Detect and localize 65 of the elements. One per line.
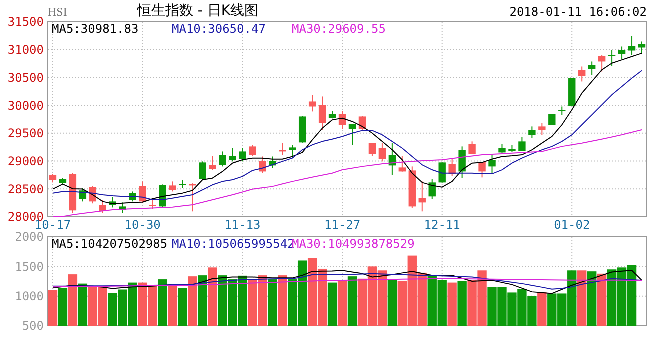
text: MA5:30981.83 [52, 22, 139, 36]
candlestick [418, 181, 426, 212]
x-tick-label: 11-13 [224, 218, 261, 232]
y-tick-label: 30500 [8, 70, 44, 85]
candlestick [518, 136, 526, 152]
y-tick-label: 31500 [8, 15, 44, 30]
candlestick [598, 54, 606, 72]
text: 2018-01-11 16:06:02 [510, 5, 647, 19]
y-tick-label: 1000 [15, 290, 44, 304]
chart-title: 恒生指数 - 日K线图 [136, 3, 259, 19]
y-tick-label: 29500 [8, 126, 44, 141]
x-tick-label: 12-11 [424, 218, 460, 232]
candlestick [358, 116, 366, 131]
candlestick [468, 141, 476, 155]
candlestick [199, 161, 206, 180]
candlestick [638, 41, 646, 54]
candlestick [588, 61, 596, 76]
candlestick [179, 180, 186, 189]
y-tick-label: 2000 [15, 230, 44, 244]
text: MA30:29609.55 [292, 22, 386, 36]
candlestick [149, 200, 156, 210]
candlestick [528, 126, 536, 139]
text: MA10:30650.47 [172, 22, 266, 36]
candlestick [538, 122, 546, 136]
candlestick [348, 124, 356, 146]
candlestick [99, 200, 106, 214]
candlestick [478, 162, 486, 178]
candlestick [488, 154, 496, 174]
candlestick [628, 36, 636, 56]
candlestick [368, 142, 376, 157]
candlestick [458, 146, 466, 179]
candlestick [289, 144, 296, 159]
candlestick [219, 151, 226, 168]
text: HSI [48, 5, 68, 19]
candlestick [378, 142, 386, 162]
line-series [52, 130, 643, 218]
candlestick [448, 158, 456, 176]
candlestick [398, 156, 406, 172]
candlestick [308, 94, 316, 112]
candlestick [438, 162, 446, 184]
candlestick [209, 156, 216, 171]
y-tick-label: 29000 [8, 154, 44, 168]
text: MA10:105065995542 [172, 237, 295, 251]
y-tick-label: 28500 [8, 182, 44, 196]
candlestick [229, 148, 236, 162]
candlestick [618, 46, 626, 60]
line-series [52, 270, 643, 294]
line-series [52, 278, 643, 288]
candlestick [608, 50, 616, 67]
x-tick-label: 11-27 [324, 218, 361, 232]
text: MA5:104207502985 [52, 237, 168, 251]
candlestick [169, 181, 176, 192]
candlestick [578, 66, 586, 82]
x-tick-label: 01-02 [554, 218, 590, 232]
candlestick [428, 178, 436, 200]
y-tick-label: 30000 [8, 98, 44, 113]
candlestick [139, 181, 146, 204]
candlestick [318, 96, 326, 131]
y-tick-label: 1500 [15, 260, 44, 274]
x-tick-label: 10-30 [124, 218, 161, 232]
text: MA30:104993878529 [292, 237, 415, 251]
candlestick [249, 144, 256, 157]
y-tick-label: 500 [22, 319, 44, 334]
candlestick [239, 148, 246, 162]
y-tick-label: 31000 [8, 43, 44, 58]
